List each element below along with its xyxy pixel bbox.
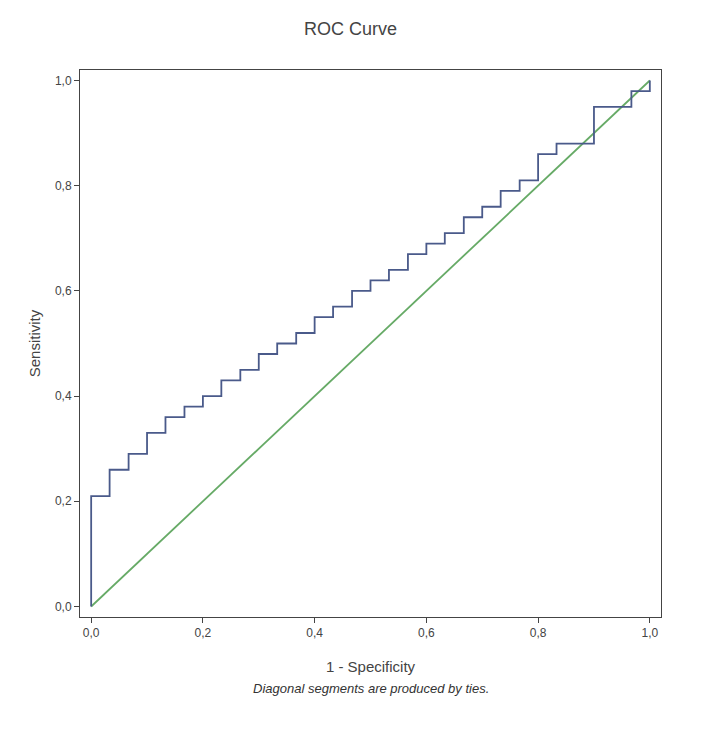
svg-text:Sensitivity: Sensitivity: [26, 309, 43, 377]
svg-text:1 - Specificity: 1 - Specificity: [326, 658, 416, 675]
svg-text:ROC Curve: ROC Curve: [304, 19, 397, 39]
svg-text:1,0: 1,0: [55, 74, 72, 88]
svg-text:0,4: 0,4: [306, 626, 323, 640]
svg-text:Diagonal segments are produced: Diagonal segments are produced by ties.: [253, 681, 489, 696]
svg-text:0,2: 0,2: [55, 494, 72, 508]
svg-text:0,0: 0,0: [83, 626, 100, 640]
svg-text:0,2: 0,2: [195, 626, 212, 640]
svg-text:0,8: 0,8: [55, 179, 72, 193]
svg-text:0,4: 0,4: [55, 389, 72, 403]
svg-text:0,6: 0,6: [418, 626, 435, 640]
svg-text:0,0: 0,0: [55, 600, 72, 614]
svg-text:1,0: 1,0: [641, 626, 658, 640]
svg-text:0,8: 0,8: [530, 626, 547, 640]
svg-text:0,6: 0,6: [55, 284, 72, 298]
